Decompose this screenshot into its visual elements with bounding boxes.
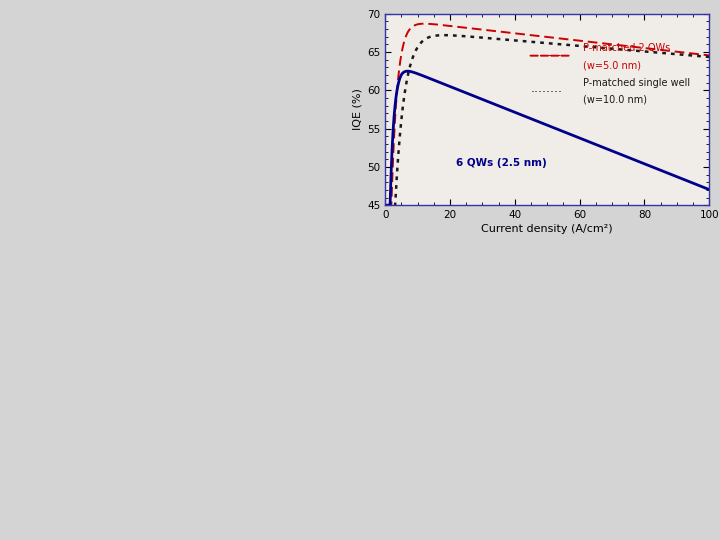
Text: P-matched single well: P-matched single well (583, 78, 690, 87)
X-axis label: Current density (A/cm²): Current density (A/cm²) (482, 224, 613, 234)
Text: 6 QWs (2.5 nm): 6 QWs (2.5 nm) (456, 158, 547, 168)
Text: (w=10.0 nm): (w=10.0 nm) (583, 94, 647, 105)
Text: - - - -: - - - - (531, 49, 561, 62)
Text: P-matched 2 QWs: P-matched 2 QWs (583, 43, 670, 53)
Text: (w=5.0 nm): (w=5.0 nm) (583, 60, 641, 70)
Text: ........: ........ (531, 82, 563, 94)
Y-axis label: IQE (%): IQE (%) (353, 89, 363, 130)
